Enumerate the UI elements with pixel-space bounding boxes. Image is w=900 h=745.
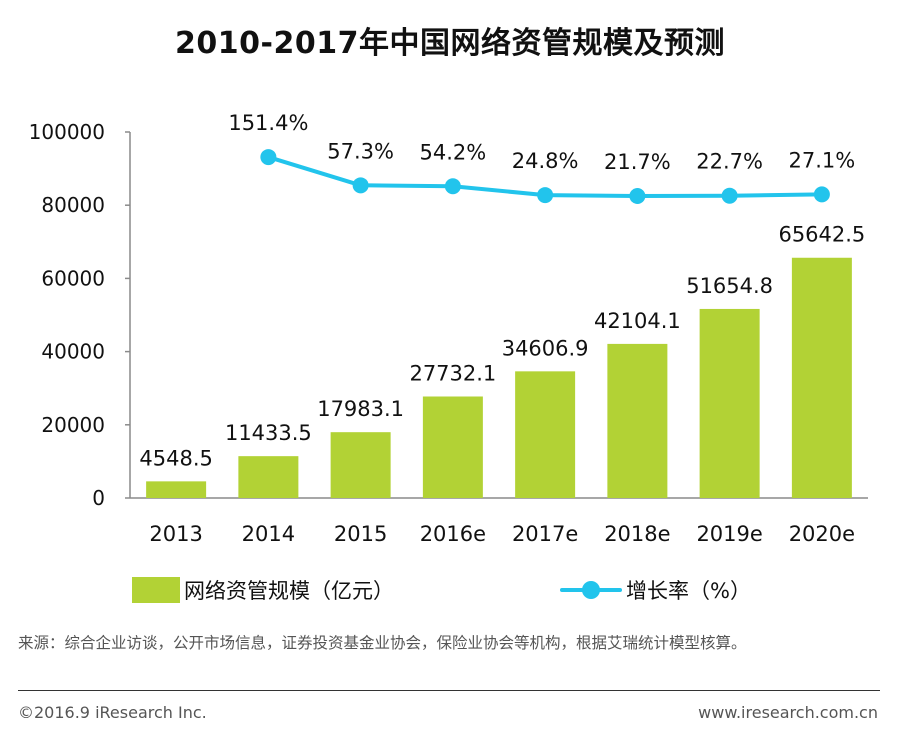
growth-value-label: 27.1% xyxy=(789,148,856,172)
copyright-text: ©2016.9 iResearch Inc. xyxy=(18,703,207,722)
y-tick-label: 40000 xyxy=(41,340,105,364)
bar xyxy=(238,456,299,498)
bar-value-label: 51654.8 xyxy=(686,274,773,298)
growth-point xyxy=(260,149,277,166)
growth-point xyxy=(352,177,369,194)
x-tick-label: 2018e xyxy=(604,522,670,546)
bar xyxy=(791,257,852,498)
x-tick-label: 2017e xyxy=(512,522,578,546)
growth-point xyxy=(444,178,461,195)
legend-bar-swatch xyxy=(132,577,180,603)
growth-value-label: 57.3% xyxy=(327,139,394,163)
y-tick-label: 100000 xyxy=(29,120,105,144)
growth-value-label: 151.4% xyxy=(228,111,308,135)
bar-value-label: 4548.5 xyxy=(139,446,212,470)
y-tick-label: 20000 xyxy=(41,413,105,437)
bar xyxy=(330,432,391,498)
bar-value-label: 34606.9 xyxy=(502,336,589,360)
growth-value-label: 22.7% xyxy=(696,150,763,174)
growth-value-label: 54.2% xyxy=(420,140,487,164)
chart-title: 2010-2017年中国网络资管规模及预测 xyxy=(175,26,725,61)
bar xyxy=(515,371,576,498)
bar xyxy=(422,396,483,498)
growth-point xyxy=(721,187,738,204)
legend-bar-label: 网络资管规模（亿元） xyxy=(184,579,394,603)
growth-value-label: 21.7% xyxy=(604,150,671,174)
bar xyxy=(699,308,760,498)
bar-value-label: 17983.1 xyxy=(317,397,404,421)
y-tick-label: 80000 xyxy=(41,193,105,217)
legend-line-swatch xyxy=(560,577,622,603)
y-tick-label: 0 xyxy=(92,486,105,510)
x-tick-label: 2014 xyxy=(242,522,295,546)
legend-item-line: 增长率（%） xyxy=(560,572,751,608)
growth-value-label: 24.8% xyxy=(512,149,579,173)
x-tick-label: 2015 xyxy=(334,522,387,546)
x-tick-label: 2020e xyxy=(789,522,855,546)
chart-area: 0 20000 40000 60000 80000 100000 4548.5 2013 114… xyxy=(29,111,868,546)
x-tick-label: 2013 xyxy=(149,522,202,546)
bar-value-label: 42104.1 xyxy=(594,309,681,333)
y-tick-label: 60000 xyxy=(41,266,105,290)
x-tick-label: 2016e xyxy=(420,522,486,546)
website-text: www.iresearch.com.cn xyxy=(698,703,878,722)
bar xyxy=(607,343,668,498)
bar-value-label: 65642.5 xyxy=(778,223,865,247)
legend-item-bar: 网络资管规模（亿元） xyxy=(132,572,394,608)
growth-point xyxy=(813,186,830,203)
x-tick-label: 2019e xyxy=(696,522,762,546)
legend-line-marker xyxy=(582,581,600,599)
footer-divider xyxy=(18,690,880,691)
bar-value-label: 27732.1 xyxy=(409,362,496,386)
bar-value-label: 11433.5 xyxy=(225,421,312,445)
source-note: 来源：综合企业访谈，公开市场信息，证券投资基金业协会，保险业协会等机构，根据艾瑞… xyxy=(18,634,747,652)
bar xyxy=(146,481,207,498)
legend-line-label: 增长率（%） xyxy=(626,579,751,603)
growth-point xyxy=(629,188,646,204)
growth-point xyxy=(537,187,554,204)
